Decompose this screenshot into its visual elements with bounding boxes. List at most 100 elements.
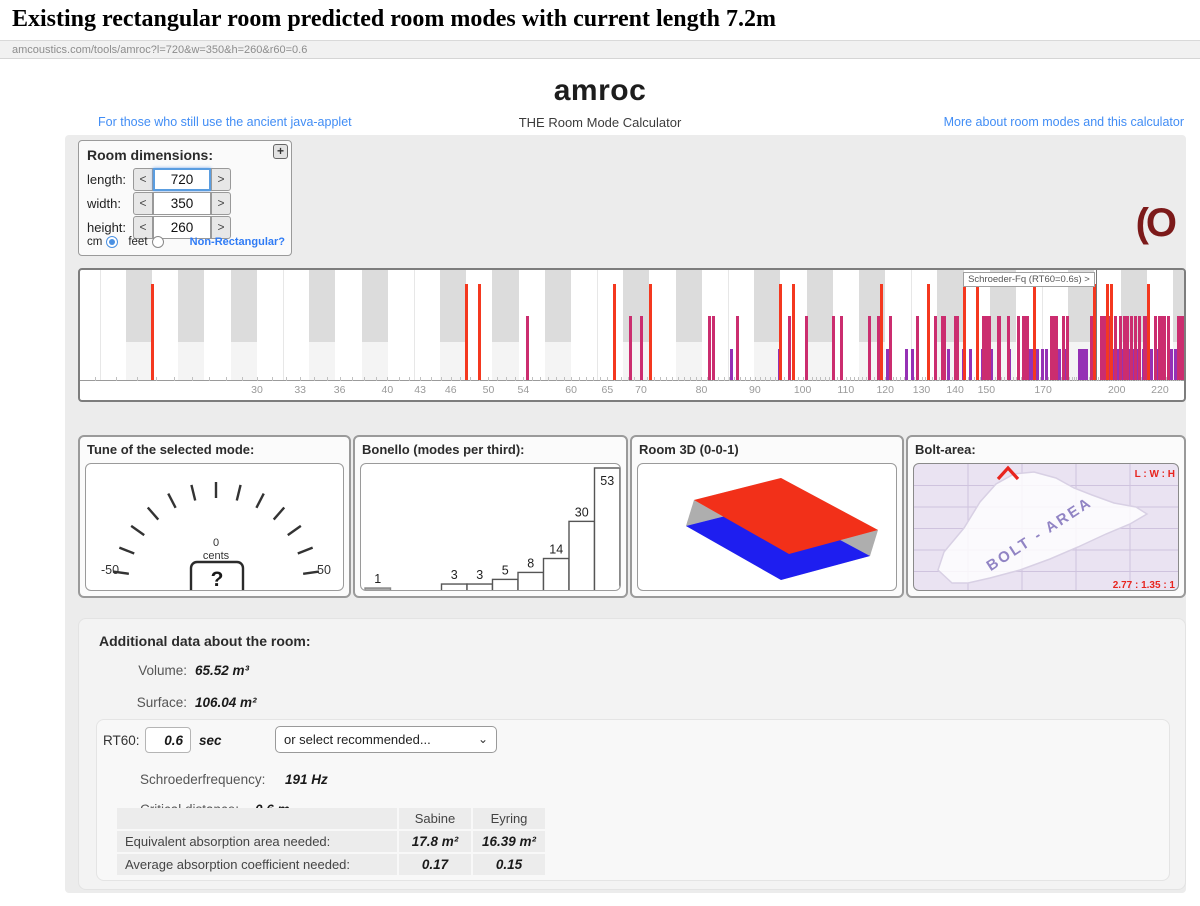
mode-keyboard-chart[interactable]: 30 33 36 40 43 46 50 54 60 65 70 80 90 100 110 120 130 14…	[78, 268, 1186, 402]
width-decrement-button[interactable]: <	[133, 192, 153, 215]
mode-bar[interactable]	[1174, 349, 1177, 380]
mode-bar[interactable]	[1078, 349, 1082, 380]
mode-bar[interactable]	[1163, 316, 1167, 380]
mode-bar[interactable]	[1041, 349, 1045, 380]
mode-bar[interactable]	[1107, 316, 1111, 380]
mode-bar[interactable]	[981, 316, 985, 380]
mode-bar[interactable]	[1100, 316, 1104, 380]
height-increment-button[interactable]: >	[211, 216, 231, 239]
mode-bar[interactable]	[955, 316, 959, 380]
mode-bar[interactable]	[1130, 316, 1134, 380]
mode-bar[interactable]	[1030, 349, 1034, 380]
mode-bar[interactable]	[988, 316, 992, 380]
mode-bar[interactable]	[1051, 316, 1055, 380]
about-room-modes-link[interactable]: More about room modes and this calculato…	[943, 115, 1184, 129]
mode-bar[interactable]	[1160, 316, 1164, 380]
mode-bar[interactable]	[1182, 316, 1184, 380]
mode-bar[interactable]	[1017, 316, 1021, 380]
add-dimension-button[interactable]: +	[273, 144, 288, 159]
mode-bar[interactable]	[997, 316, 1001, 380]
mode-bar[interactable]	[465, 284, 469, 380]
height-input[interactable]	[153, 216, 211, 239]
mode-bar[interactable]	[1131, 349, 1135, 380]
mode-bar[interactable]	[968, 349, 972, 380]
mode-bar[interactable]	[885, 349, 889, 380]
mode-bar[interactable]	[779, 284, 783, 380]
cm-radio[interactable]	[106, 236, 119, 248]
mode-bar[interactable]	[1106, 284, 1110, 380]
mode-bar[interactable]	[1057, 349, 1061, 380]
mode-bar[interactable]	[1113, 316, 1117, 380]
mode-bar[interactable]	[1146, 284, 1150, 380]
mode-bar[interactable]	[975, 284, 979, 380]
mode-bar[interactable]	[1044, 349, 1048, 380]
url-bar[interactable]: amcoustics.com/tools/amroc?l=720&w=350&h…	[0, 40, 1200, 59]
room3d-view[interactable]	[637, 463, 897, 591]
mode-bar[interactable]	[1065, 316, 1069, 380]
mode-bar[interactable]	[832, 316, 836, 380]
mode-bar[interactable]	[150, 284, 154, 380]
mode-bar[interactable]	[648, 284, 652, 380]
mode-bar[interactable]	[940, 316, 944, 380]
mode-bar[interactable]	[933, 316, 937, 380]
length-input[interactable]	[153, 168, 211, 191]
mode-bar[interactable]	[1035, 349, 1039, 380]
mode-bar[interactable]	[942, 316, 946, 380]
mode-bar[interactable]	[712, 316, 716, 380]
mode-bar[interactable]	[1180, 316, 1184, 380]
mode-bar[interactable]	[628, 316, 632, 380]
mode-bar[interactable]	[1090, 316, 1094, 380]
mode-bar[interactable]	[477, 284, 481, 380]
mode-bar[interactable]	[1032, 284, 1036, 380]
mode-bar[interactable]	[888, 316, 892, 380]
mode-bar[interactable]	[1023, 316, 1027, 380]
mode-bar[interactable]	[730, 349, 734, 380]
mode-bar[interactable]	[1055, 316, 1059, 380]
mode-bar[interactable]	[1021, 316, 1025, 380]
mode-bar[interactable]	[1167, 316, 1171, 380]
mode-bar[interactable]	[1126, 316, 1130, 380]
rt60-input[interactable]	[145, 727, 191, 753]
mode-bar[interactable]	[612, 284, 616, 380]
mode-bar[interactable]	[736, 316, 740, 380]
mode-bar[interactable]	[1082, 349, 1086, 380]
mode-bar[interactable]	[1110, 284, 1114, 380]
mode-bar[interactable]	[1148, 349, 1152, 380]
height-decrement-button[interactable]: <	[133, 216, 153, 239]
mode-bar[interactable]	[1061, 316, 1065, 380]
mode-bar[interactable]	[804, 316, 808, 380]
mode-bar[interactable]	[915, 316, 919, 380]
mode-bar[interactable]	[1006, 316, 1010, 380]
mode-bar[interactable]	[1134, 316, 1138, 380]
mode-bar[interactable]	[788, 316, 792, 380]
recommended-rt60-select[interactable]: or select recommended... ⌄	[275, 726, 497, 753]
mode-bar[interactable]	[1177, 316, 1181, 380]
mode-bar[interactable]	[905, 349, 909, 380]
width-input[interactable]	[153, 192, 211, 215]
mode-bar[interactable]	[926, 284, 930, 380]
mode-bar[interactable]	[947, 349, 951, 380]
length-increment-button[interactable]: >	[211, 168, 231, 191]
mode-bar[interactable]	[867, 316, 871, 380]
mode-bar[interactable]	[525, 316, 529, 380]
mode-bar[interactable]	[1116, 349, 1120, 380]
mode-bar[interactable]	[707, 316, 711, 380]
mode-bar[interactable]	[880, 284, 884, 380]
mode-bar[interactable]	[876, 316, 880, 380]
mode-bar[interactable]	[1142, 316, 1146, 380]
mode-bar[interactable]	[1085, 349, 1089, 380]
mode-bar[interactable]	[1138, 316, 1142, 380]
java-applet-link[interactable]: For those who still use the ancient java…	[98, 115, 352, 129]
feet-radio[interactable]	[151, 236, 164, 248]
mode-bar[interactable]	[1123, 316, 1127, 380]
length-decrement-button[interactable]: <	[133, 168, 153, 191]
mode-bar[interactable]	[984, 316, 988, 380]
mode-bar[interactable]	[962, 284, 966, 380]
mode-bar[interactable]	[990, 349, 994, 380]
mode-bar[interactable]	[1170, 349, 1174, 380]
width-increment-button[interactable]: >	[211, 192, 231, 215]
mode-bar[interactable]	[1026, 316, 1030, 380]
mode-bar[interactable]	[1102, 316, 1106, 380]
mode-bar[interactable]	[1118, 316, 1122, 380]
mode-bar[interactable]	[640, 316, 644, 380]
